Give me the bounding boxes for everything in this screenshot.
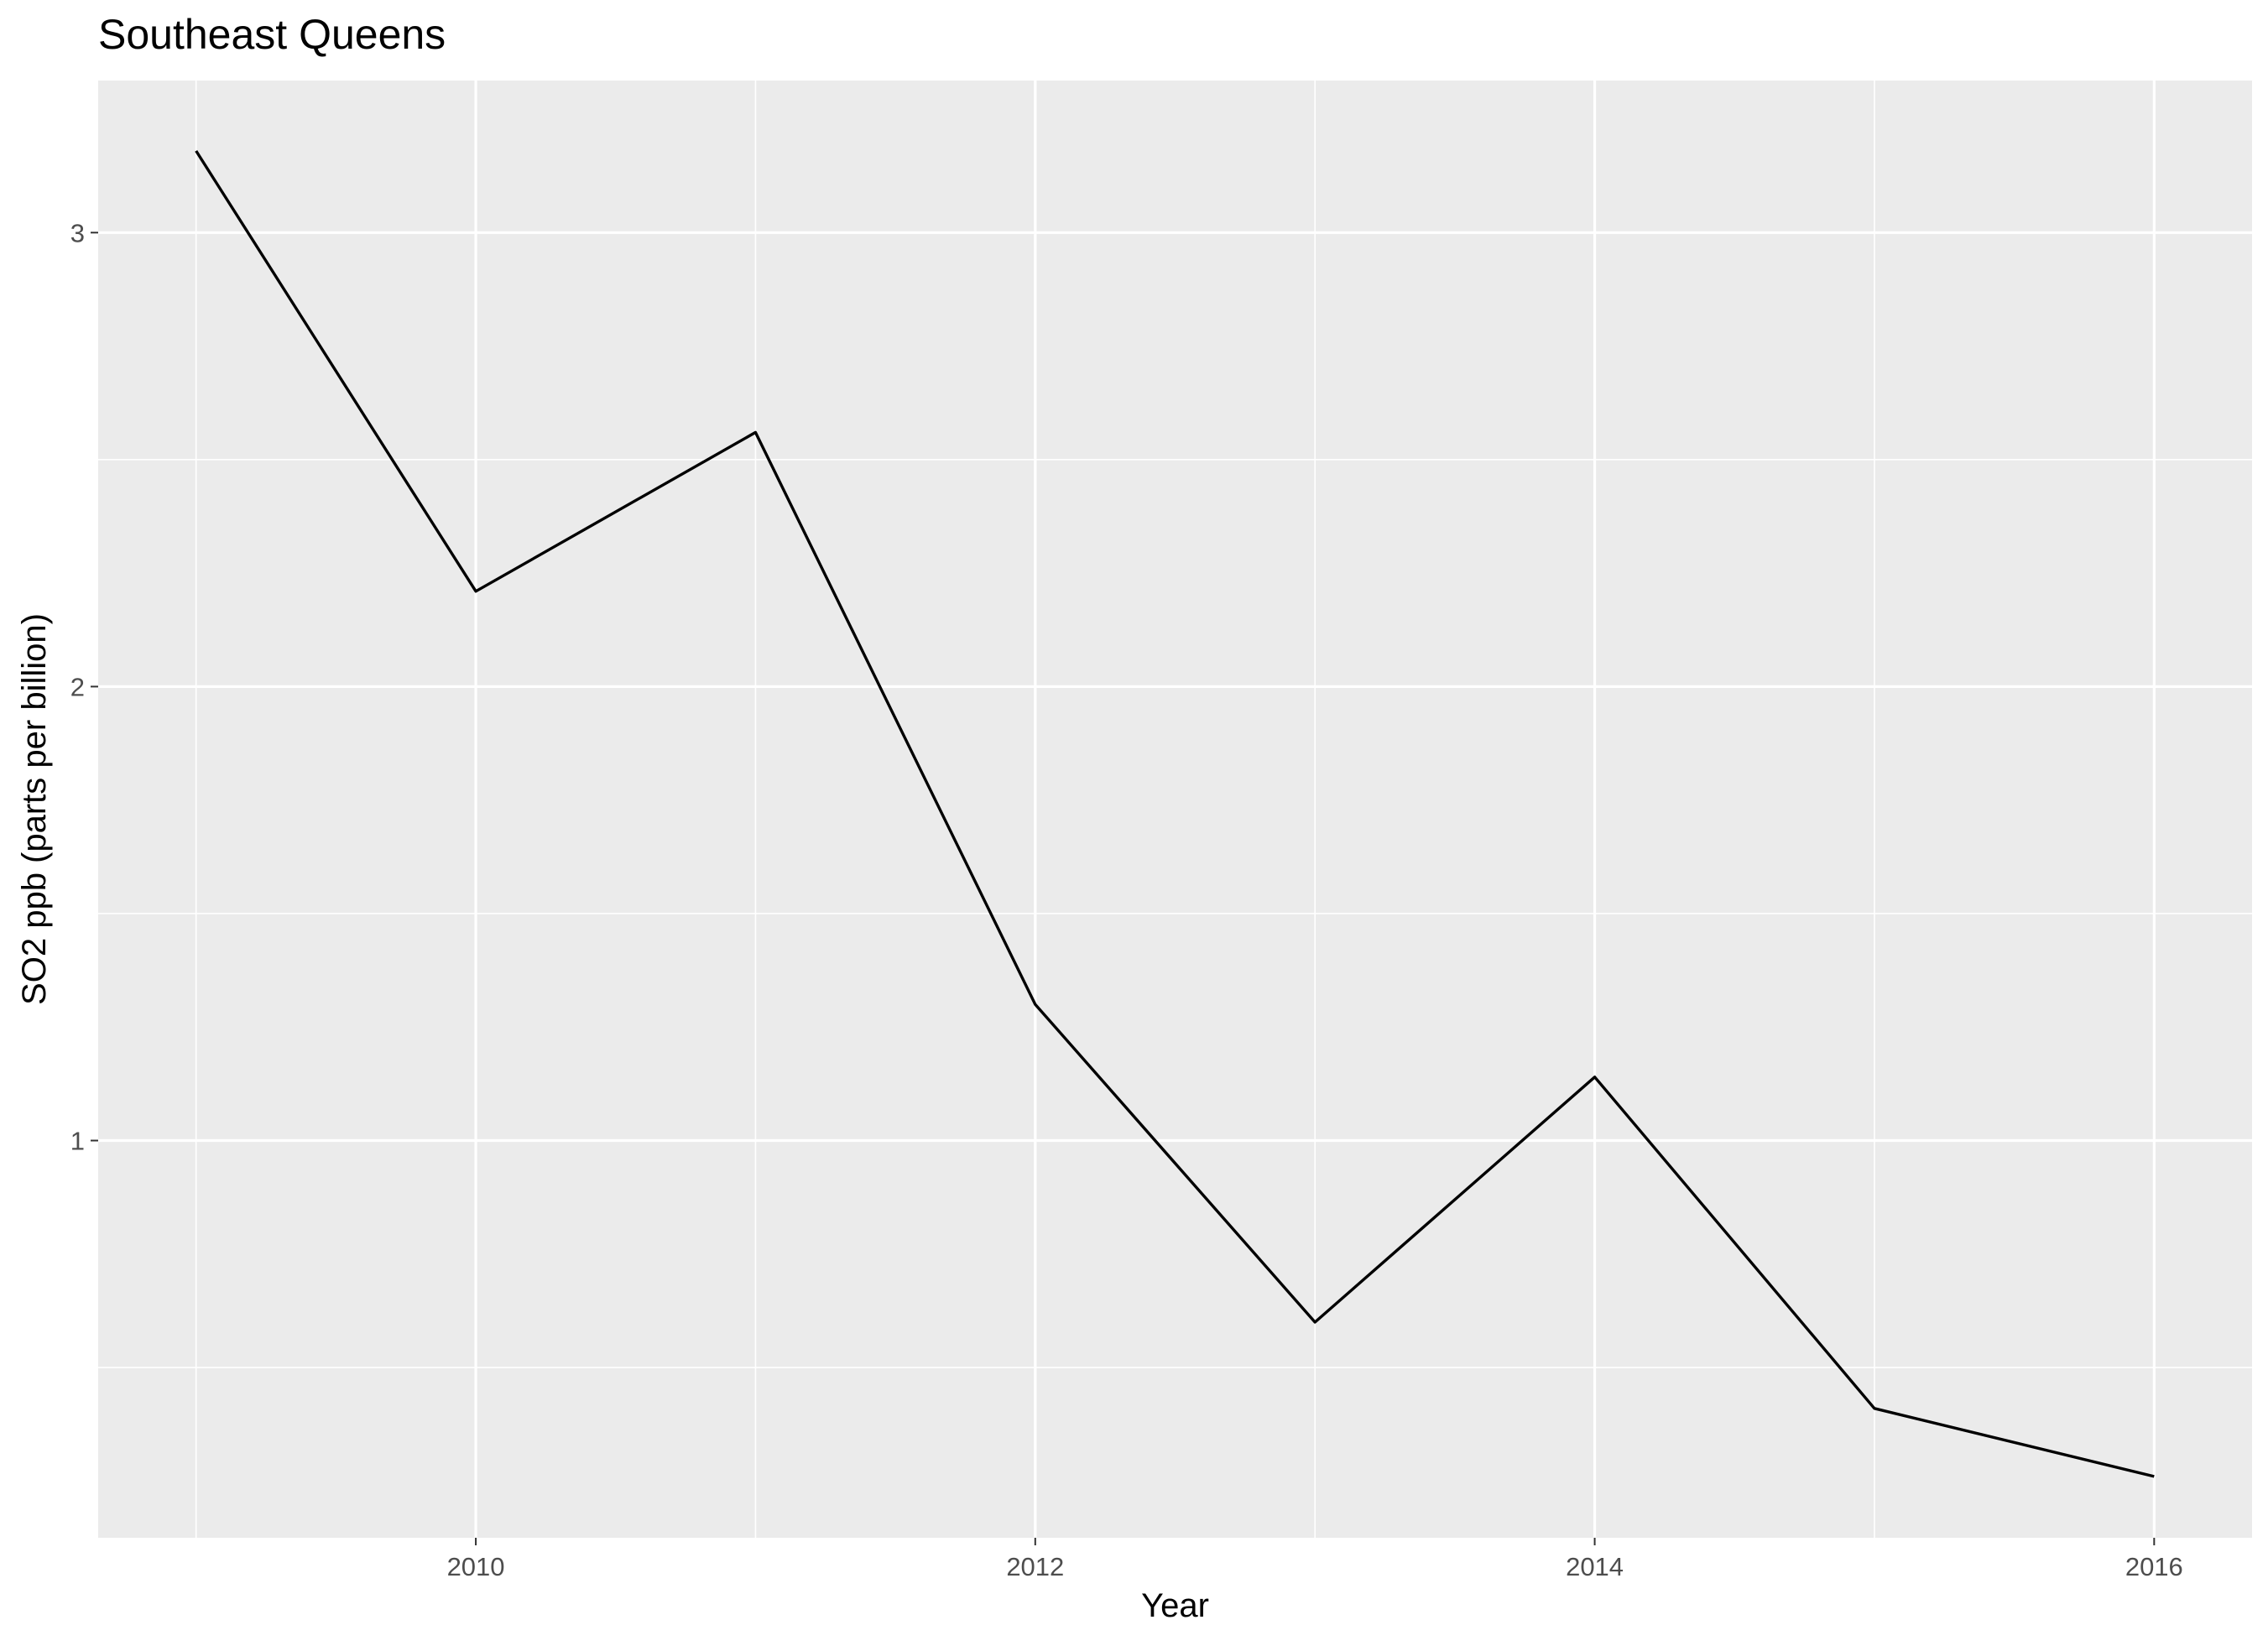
x-tick-label: 2012 [1006, 1552, 1064, 1581]
minor-gridlines [98, 81, 2252, 1538]
y-tick-label: 2 [70, 672, 85, 701]
plot-panel [98, 81, 2252, 1538]
y-tick-label: 1 [70, 1127, 85, 1156]
y-tick-label: 3 [70, 218, 85, 247]
major-gridlines [98, 81, 2252, 1538]
series-line [195, 149, 2155, 1478]
axis-ticks: 2010 2012 2014 2016 1 2 3 [70, 218, 2183, 1581]
x-tick-label: 2010 [447, 1552, 505, 1581]
series-layer [195, 149, 2155, 1478]
x-tick-label: 2014 [1566, 1552, 1624, 1581]
x-tick-label: 2016 [2125, 1552, 2183, 1581]
y-axis-title: SO2 ppb (parts per billion) [16, 613, 53, 1005]
x-axis-title: Year [1141, 1587, 1209, 1624]
chart-title: Southeast Queens [98, 11, 446, 58]
